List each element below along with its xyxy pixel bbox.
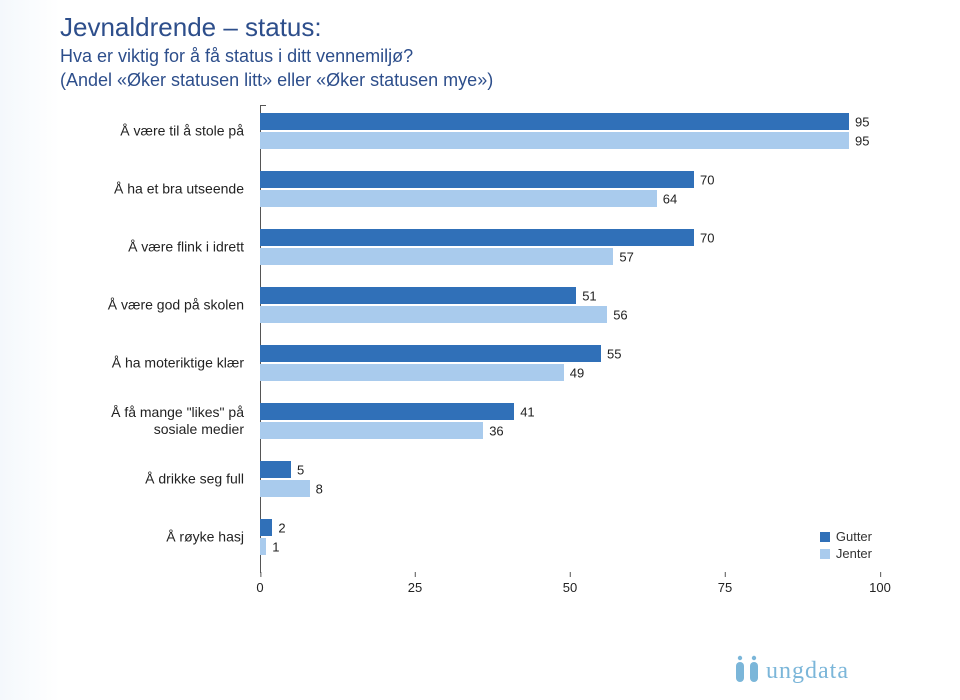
bar-group: Å røyke hasj21 xyxy=(260,519,880,555)
bar-value: 51 xyxy=(582,288,596,303)
bar xyxy=(260,403,514,420)
category-label: Å ha moteriktige klær xyxy=(64,355,244,372)
svg-text:ungdata: ungdata xyxy=(766,658,849,684)
x-axis: 0255075100 xyxy=(260,573,880,595)
bar-value: 55 xyxy=(607,346,621,361)
bar-value: 2 xyxy=(278,520,285,535)
bar xyxy=(260,248,613,265)
category-label: Å være flink i idrett xyxy=(64,239,244,256)
bar-value: 49 xyxy=(570,365,584,380)
legend-label: Jenter xyxy=(836,546,872,561)
bar-value: 5 xyxy=(297,462,304,477)
bar xyxy=(260,422,483,439)
category-label: Å være til å stole på xyxy=(64,123,244,140)
x-tick: 75 xyxy=(718,580,732,595)
bar-value: 70 xyxy=(700,172,714,187)
bar-value: 64 xyxy=(663,191,677,206)
bar-group: Å være god på skolen5156 xyxy=(260,287,880,323)
bar-value: 95 xyxy=(855,114,869,129)
bar xyxy=(260,171,694,188)
bar-group: Å ha et bra utseende7064 xyxy=(260,171,880,207)
legend-swatch xyxy=(820,532,830,542)
bar xyxy=(260,287,576,304)
bar-value: 95 xyxy=(855,133,869,148)
legend-item-jenter: Jenter xyxy=(820,546,872,561)
bar xyxy=(260,538,266,555)
bar xyxy=(260,190,657,207)
category-label: Å røyke hasj xyxy=(64,529,244,546)
bar-value: 8 xyxy=(316,481,323,496)
bar xyxy=(260,229,694,246)
logo: ungdata xyxy=(732,646,932,686)
bar xyxy=(260,132,849,149)
chart-area: Å være til å stole på9595Å ha et bra uts… xyxy=(70,105,890,625)
bar-value: 36 xyxy=(489,423,503,438)
bar xyxy=(260,345,601,362)
page-note: (Andel «Øker statusen litt» eller «Øker … xyxy=(60,70,493,91)
bar-value: 41 xyxy=(520,404,534,419)
legend-label: Gutter xyxy=(836,529,872,544)
bar-value: 57 xyxy=(619,249,633,264)
bar-value: 70 xyxy=(700,230,714,245)
bar xyxy=(260,461,291,478)
bar xyxy=(260,480,310,497)
bar-value: 1 xyxy=(272,539,279,554)
chart-plot: Å være til å stole på9595Å ha et bra uts… xyxy=(260,105,880,595)
bar-group: Å være flink i idrett7057 xyxy=(260,229,880,265)
category-label: Å ha et bra utseende xyxy=(64,181,244,198)
x-tick: 100 xyxy=(869,580,891,595)
legend-swatch xyxy=(820,549,830,559)
x-tick: 25 xyxy=(408,580,422,595)
bar-group: Å være til å stole på9595 xyxy=(260,113,880,149)
bar-group: Å få mange "likes" på sosiale medier4136 xyxy=(260,403,880,439)
category-label: Å være god på skolen xyxy=(64,297,244,314)
category-label: Å drikke seg full xyxy=(64,471,244,488)
x-tick: 50 xyxy=(563,580,577,595)
bar-value: 56 xyxy=(613,307,627,322)
category-label: Å få mange "likes" på sosiale medier xyxy=(64,404,244,438)
page-title: Jevnaldrende – status: xyxy=(60,12,322,43)
side-gradient xyxy=(0,0,60,700)
bar xyxy=(260,519,272,536)
bar-group: Å drikke seg full58 xyxy=(260,461,880,497)
page-subtitle: Hva er viktig for å få status i ditt ven… xyxy=(60,46,413,67)
bar-group: Å ha moteriktige klær5549 xyxy=(260,345,880,381)
bar xyxy=(260,113,849,130)
bar xyxy=(260,364,564,381)
legend-item-gutter: Gutter xyxy=(820,529,872,544)
x-tick: 0 xyxy=(256,580,263,595)
bar xyxy=(260,306,607,323)
legend: Gutter Jenter xyxy=(820,527,872,561)
